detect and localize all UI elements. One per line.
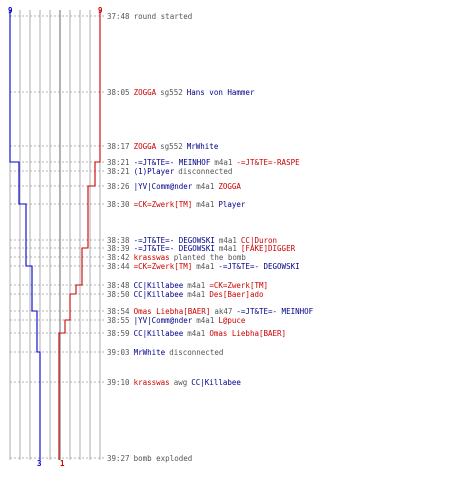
event-row: 38:42 krasswas planted the bomb [107, 253, 250, 262]
event-text: (1)Player [133, 167, 175, 176]
event-time: 39:27 [107, 454, 130, 463]
event-time: 38:21 [107, 167, 130, 176]
event-text: m4a1 [196, 182, 215, 191]
event-time: 37:48 [107, 12, 130, 21]
red-team-alive-line [58, 10, 101, 460]
event-text: Player [218, 200, 246, 209]
blue-end-count: 3 [37, 459, 42, 468]
event-text: ZOGGA [218, 182, 241, 191]
event-time: 38:42 [107, 253, 130, 262]
event-row: 38:05 ZOGGA sg552 Hans von Hammer [107, 88, 258, 97]
event-text: =CK=Zwerk[TM] [209, 281, 269, 290]
event-time: 38:50 [107, 290, 130, 299]
event-time: 38:59 [107, 329, 130, 338]
event-text: sg552 [160, 88, 183, 97]
event-row: 38:39 -=JT&TE=- DEGOWSKI m4a1 [FAKE]DIGGER [107, 244, 299, 253]
event-text: awg [173, 378, 188, 387]
event-time: 38:39 [107, 244, 130, 253]
event-row: 39:10 krasswas awg CC|Killabee [107, 378, 245, 387]
event-text: disconnected [169, 348, 224, 357]
event-row: 38:38 -=JT&TE=- DEGOWSKI m4a1 CC|Duron [107, 236, 281, 245]
event-text: -=JT&TE=- MEINHOF [236, 307, 314, 316]
event-text: Omas Liebha[BAER] [209, 329, 287, 338]
event-row: 39:27 bomb exploded [107, 454, 196, 463]
event-text: CC|Killabee [133, 281, 184, 290]
event-time: 38:21 [107, 158, 130, 167]
event-text: |YV|Comm@nder [133, 182, 193, 191]
event-time: 38:54 [107, 307, 130, 316]
event-text: disconnected [178, 167, 233, 176]
event-text: m4a1 [196, 316, 215, 325]
event-text: krasswas [133, 253, 170, 262]
event-row: 39:03 MrWhite disconnected [107, 348, 227, 357]
event-time: 38:44 [107, 262, 130, 271]
event-time: 38:38 [107, 236, 130, 245]
event-text: m4a1 [187, 281, 206, 290]
event-text: CC|Killabee [133, 290, 184, 299]
event-text: m4a1 [187, 290, 206, 299]
event-time: 38:55 [107, 316, 130, 325]
event-row: 38:26 |YV|Comm@nder m4a1 ZOGGA [107, 182, 245, 191]
blue-start-count: 9 [8, 6, 13, 15]
event-row: 38:48 CC|Killabee m4a1 =CK=Zwerk[TM] [107, 281, 272, 290]
event-text: -=JT&TE=-RASPE [236, 158, 300, 167]
event-text: Hans von Hammer [186, 88, 255, 97]
event-row: 38:21 (1)Player disconnected [107, 167, 236, 176]
event-time: 38:26 [107, 182, 130, 191]
event-text: m4a1 [214, 158, 233, 167]
event-text: -=JT&TE=- DEGOWSKI [133, 244, 215, 253]
event-text: m4a1 [218, 244, 237, 253]
event-text: Omas Liebha[BAER] [133, 307, 211, 316]
red-end-count: 1 [60, 459, 65, 468]
event-text: round started [133, 12, 193, 21]
event-text: -=JT&TE=- DEGOWSKI [133, 236, 215, 245]
event-row: 38:17 ZOGGA sg552 MrWhite [107, 142, 222, 151]
event-time: 39:03 [107, 348, 130, 357]
event-text: ZOGGA [133, 88, 157, 97]
event-text: L@puce [218, 316, 246, 325]
event-text: m4a1 [196, 200, 215, 209]
event-text: -=JT&TE=- MEINHOF [133, 158, 211, 167]
event-row: 38:30 =CK=Zwerk[TM] m4a1 Player [107, 200, 249, 209]
event-text: bomb exploded [133, 454, 193, 463]
event-text: =CK=Zwerk[TM] [133, 200, 193, 209]
event-row: 37:48 round started [107, 12, 196, 21]
event-text: m4a1 [187, 329, 206, 338]
event-text: m4a1 [196, 262, 215, 271]
event-row: 38:50 CC|Killabee m4a1 Des[Baer]ado [107, 290, 268, 299]
event-text: =CK=Zwerk[TM] [133, 262, 193, 271]
event-row: 38:55 |YV|Comm@nder m4a1 L@puce [107, 316, 249, 325]
event-row: 38:44 =CK=Zwerk[TM] m4a1 -=JT&TE=- DEGOWSKI [107, 262, 304, 271]
event-text: CC|Duron [240, 236, 278, 245]
event-text: |YV|Comm@nder [133, 316, 193, 325]
event-text: MrWhite [133, 348, 166, 357]
event-row: 38:21 -=JT&TE=- MEINHOF m4a1 -=JT&TE=-RASPE [107, 158, 304, 167]
red-start-count: 9 [98, 6, 103, 15]
event-time: 38:05 [107, 88, 130, 97]
event-row: 38:59 CC|Killabee m4a1 Omas Liebha[BAER] [107, 329, 290, 338]
event-text: CC|Killabee [191, 378, 241, 387]
event-text: CC|Killabee [133, 329, 184, 338]
blue-team-alive-line [9, 10, 41, 460]
event-text: sg552 [160, 142, 183, 151]
event-text: -=JT&TE=- DEGOWSKI [218, 262, 300, 271]
event-time: 38:30 [107, 200, 130, 209]
event-text: m4a1 [218, 236, 237, 245]
event-row: 38:54 Omas Liebha[BAER] ak47 -=JT&TE=- MEIN… [107, 307, 317, 316]
event-time: 38:48 [107, 281, 130, 290]
event-text: planted the bomb [173, 253, 246, 262]
event-text: krasswas [133, 378, 170, 387]
event-text: MrWhite [186, 142, 219, 151]
event-text: ak47 [214, 307, 233, 316]
event-text: [FAKE]DIGGER [240, 244, 296, 253]
event-text: ZOGGA [133, 142, 157, 151]
event-text: Des[Baer]ado [209, 290, 264, 299]
event-time: 39:10 [107, 378, 130, 387]
event-time: 38:17 [107, 142, 130, 151]
